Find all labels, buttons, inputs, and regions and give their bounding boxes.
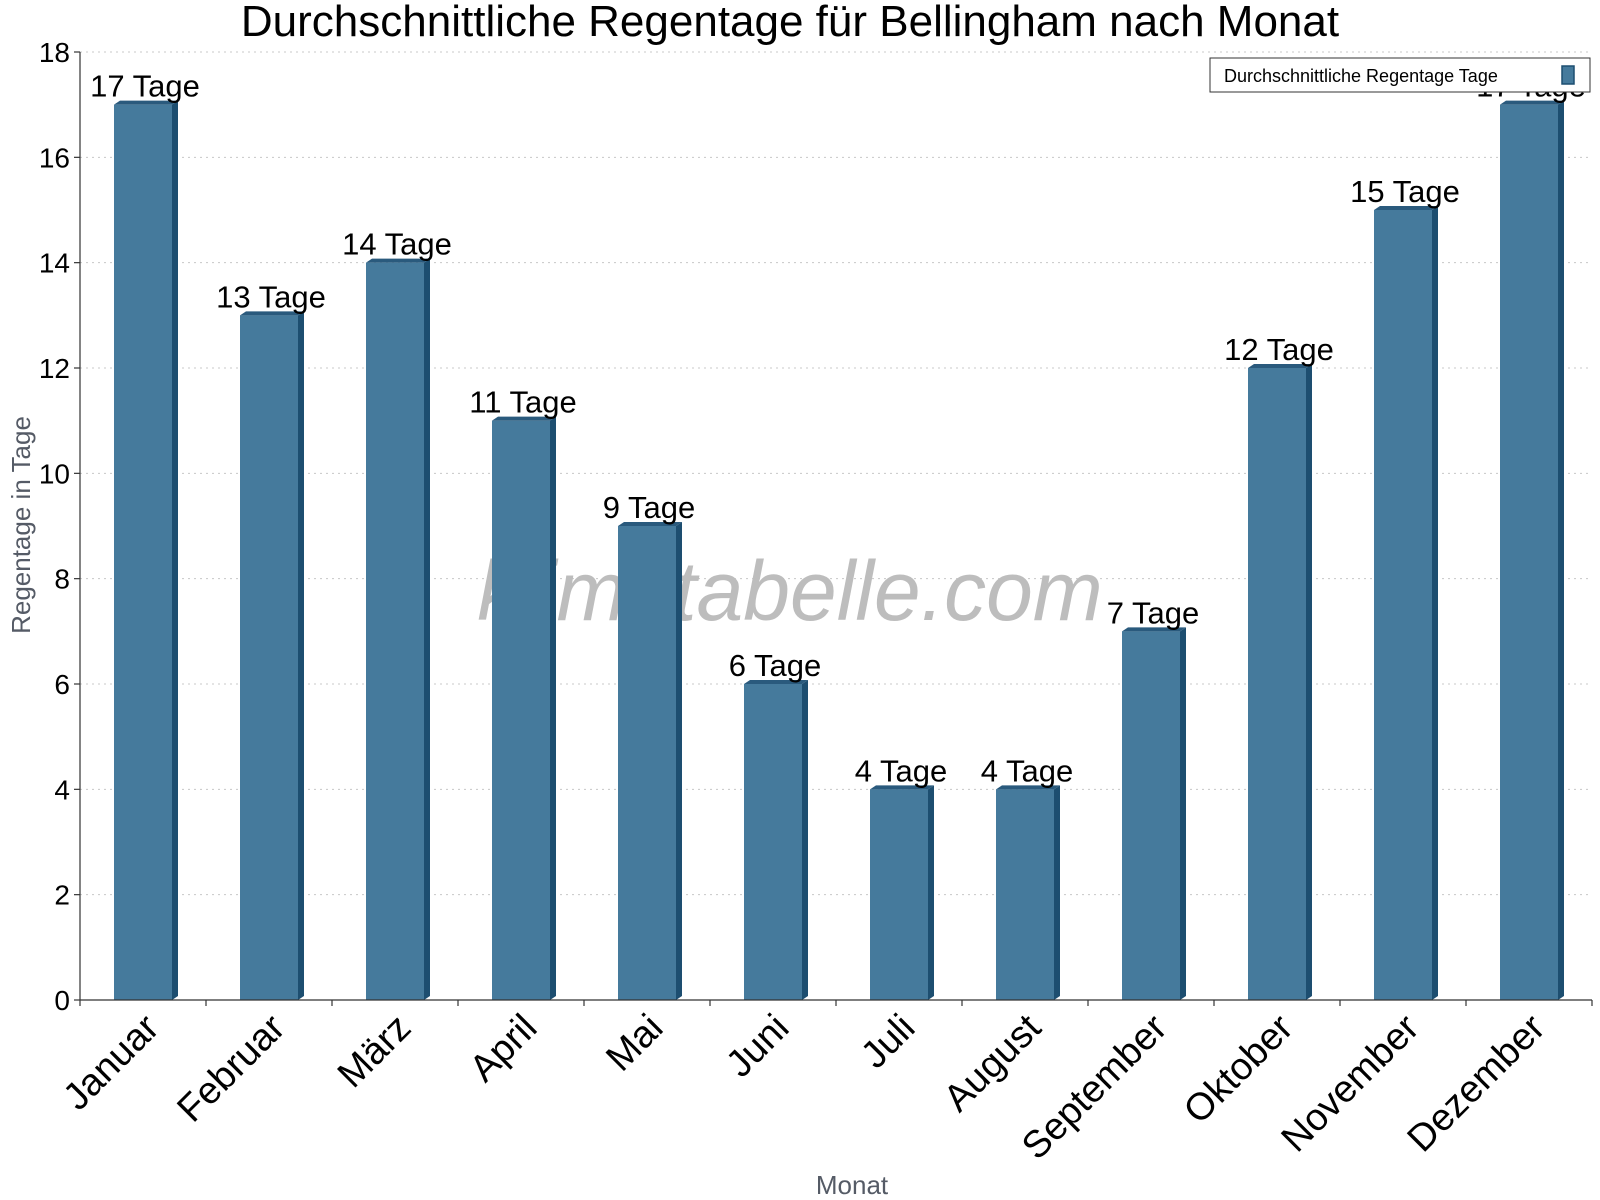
data-label: 15 Tage	[1350, 174, 1460, 209]
y-tick-labels: 0 2 4 6 8 10 12 14 16 18	[39, 37, 80, 1016]
bar-side	[802, 680, 808, 1000]
y-tick-label: 12	[39, 353, 70, 384]
data-label: 17 Tage	[90, 69, 200, 104]
bar-side	[298, 311, 304, 1000]
bar	[1248, 368, 1306, 1000]
bar-side	[550, 416, 556, 1001]
data-label: 6 Tage	[729, 648, 822, 683]
bars	[114, 100, 1564, 1001]
y-tick-label: 18	[39, 37, 70, 68]
bar-top	[996, 785, 1060, 790]
bar	[1122, 631, 1180, 1000]
bar-top	[114, 100, 178, 105]
y-tick-label: 6	[54, 669, 70, 700]
watermark: klimatabelle.com	[477, 544, 1103, 638]
y-tick-label: 0	[54, 985, 70, 1016]
bar	[240, 315, 298, 1000]
bar-top	[366, 258, 430, 263]
x-tick-label: März	[330, 1007, 419, 1096]
x-tick-label: Mai	[598, 1007, 671, 1080]
y-tick-label: 14	[39, 248, 70, 279]
bar-top	[1374, 206, 1438, 210]
data-label: 11 Tage	[469, 385, 576, 420]
data-label: 14 Tage	[342, 227, 452, 262]
bar	[114, 104, 172, 1000]
legend-box	[1209, 57, 1591, 93]
bar-side	[676, 522, 682, 1000]
gridlines	[80, 51, 1592, 896]
bar-side	[928, 785, 934, 1000]
bar-top	[240, 311, 304, 316]
bar	[1374, 210, 1432, 1000]
bar-top	[870, 785, 934, 790]
x-tick-label: Januar	[55, 1006, 167, 1118]
bar	[366, 262, 424, 1001]
data-label: 12 Tage	[1224, 332, 1334, 367]
chart-title: Durchschnittliche Regentage für Bellingh…	[241, 0, 1339, 46]
bar	[618, 526, 676, 1000]
x-tick-label: August	[936, 1006, 1050, 1120]
y-axis-label: Regentage in Tage	[6, 416, 36, 634]
bar-side	[424, 258, 430, 1001]
bar-side	[1054, 785, 1060, 1000]
bar-top	[1122, 627, 1186, 632]
bar-top	[618, 522, 682, 526]
x-tick-label: Dezember	[1400, 1006, 1554, 1160]
y-tick-label: 8	[54, 564, 70, 595]
x-tick-label: Oktober	[1176, 1006, 1302, 1132]
x-tick-labels: Januar Februar März April Mai Juni Juli AugustS…	[55, 1000, 1593, 1168]
bar	[1500, 104, 1558, 1000]
bar	[744, 684, 802, 1000]
legend: Durchschnittliche Regentage Tage	[1209, 57, 1591, 93]
y-tick-label: 2	[54, 880, 70, 911]
y-tick-label: 4	[54, 774, 70, 805]
x-axis-label: Monat	[816, 1170, 889, 1200]
data-label: 4 Tage	[855, 753, 948, 788]
data-label: 7 Tage	[1107, 595, 1200, 630]
bar-top	[492, 416, 556, 421]
y-tick-label: 10	[39, 458, 70, 489]
data-label: 13 Tage	[216, 279, 326, 314]
data-label: 9 Tage	[603, 490, 696, 525]
x-tick-label: Februar	[170, 1006, 294, 1130]
bar-top	[744, 680, 808, 684]
legend-swatch	[1561, 65, 1575, 85]
legend-label: Durchschnittliche Regentage Tage	[1224, 66, 1498, 86]
bar-top	[1248, 364, 1312, 368]
bar	[870, 789, 928, 1000]
data-label: 4 Tage	[981, 753, 1074, 788]
bar-side	[1306, 364, 1312, 1000]
bar-side	[172, 100, 178, 1000]
y-tick-label: 16	[39, 142, 70, 173]
bar-side	[1558, 100, 1564, 1000]
bar-side	[1180, 627, 1186, 1000]
x-tick-label: Juni	[718, 1007, 797, 1086]
bar-top	[1500, 100, 1564, 105]
bar	[492, 420, 550, 1001]
bar	[996, 789, 1054, 1000]
x-tick-label: November	[1274, 1006, 1428, 1160]
bar-side	[1432, 206, 1438, 1000]
data-labels: 17 Tage 13 Tage 14 Tage 11 Tage 9 Tage 6 Tage…	[90, 69, 1586, 789]
x-tick-label: Juli	[853, 1007, 923, 1077]
x-tick-label: April	[462, 1007, 545, 1090]
